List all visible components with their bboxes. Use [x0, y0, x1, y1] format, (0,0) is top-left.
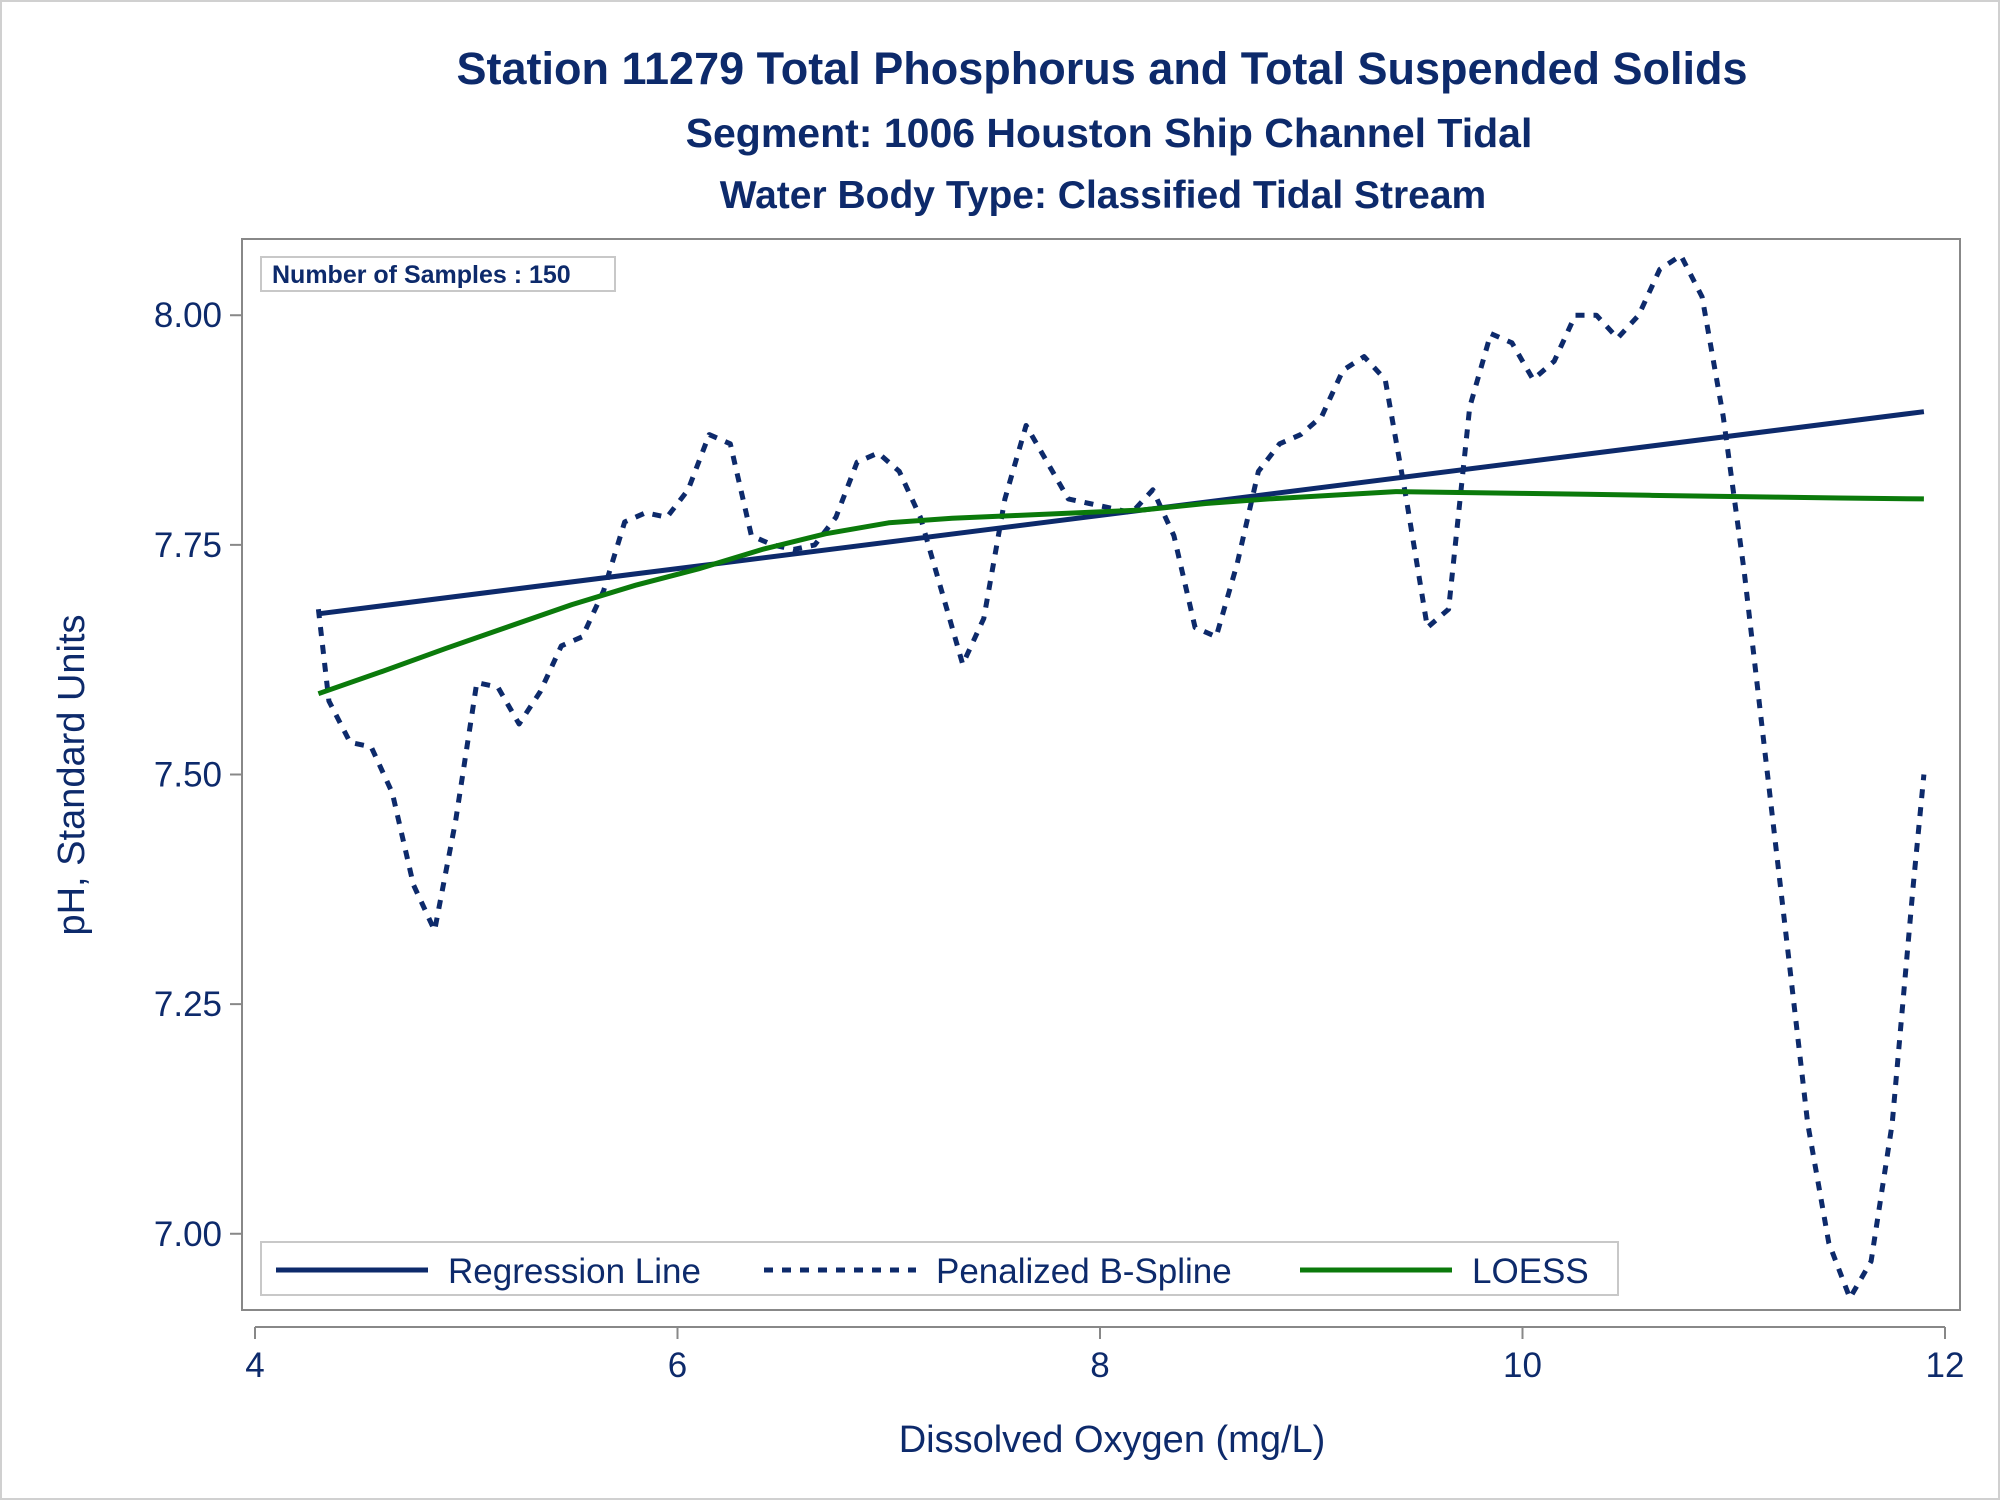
plot-area: 4 6 8 10 12 7.00 7.25 7.50 7.75 8.00 Number of Sam…	[154, 238, 1965, 1385]
y-tick-label: 7.75	[154, 526, 222, 565]
legend-label-loess: LOESS	[1472, 1252, 1589, 1291]
y-tick-label: 8.00	[154, 296, 222, 335]
chart-title: Station 11279 Total Phosphorus and Total…	[456, 43, 1747, 94]
x-tick-label: 12	[1926, 1346, 1965, 1385]
chart-subtitle-2: Water Body Type: Classified Tidal Stream	[720, 174, 1486, 217]
chart-subtitle: Segment: 1006 Houston Ship Channel Tidal	[686, 110, 1533, 156]
y-tick-label: 7.00	[154, 1215, 222, 1254]
y-axis-label: pH, Standard Units	[51, 614, 93, 935]
y-tick-label: 7.50	[154, 756, 222, 795]
sample-count-inset: Number of Samples : 150	[260, 256, 616, 292]
sample-count-box	[260, 256, 616, 292]
x-tick-label: 8	[1090, 1346, 1109, 1385]
legend-label-regression-line: Regression Line	[448, 1252, 701, 1291]
x-tick-label: 6	[668, 1346, 687, 1385]
series-line-loess	[317, 489, 1924, 697]
legend: Regression Line Penalized B-Spline LOESS	[260, 1241, 1619, 1296]
y-tick-label: 7.25	[154, 985, 222, 1024]
sample-count-text: Number of Samples : 150	[272, 261, 571, 289]
series-line-penalized-b-spline	[315, 253, 1927, 1301]
x-axis-label: Dissolved Oxygen (mg/L)	[899, 1419, 1326, 1461]
plot-border	[241, 238, 1961, 1311]
legend-label-penalized-b-spline: Penalized B-Spline	[936, 1252, 1232, 1291]
x-tick-label: 10	[1503, 1346, 1542, 1385]
x-tick-label: 4	[245, 1346, 264, 1385]
